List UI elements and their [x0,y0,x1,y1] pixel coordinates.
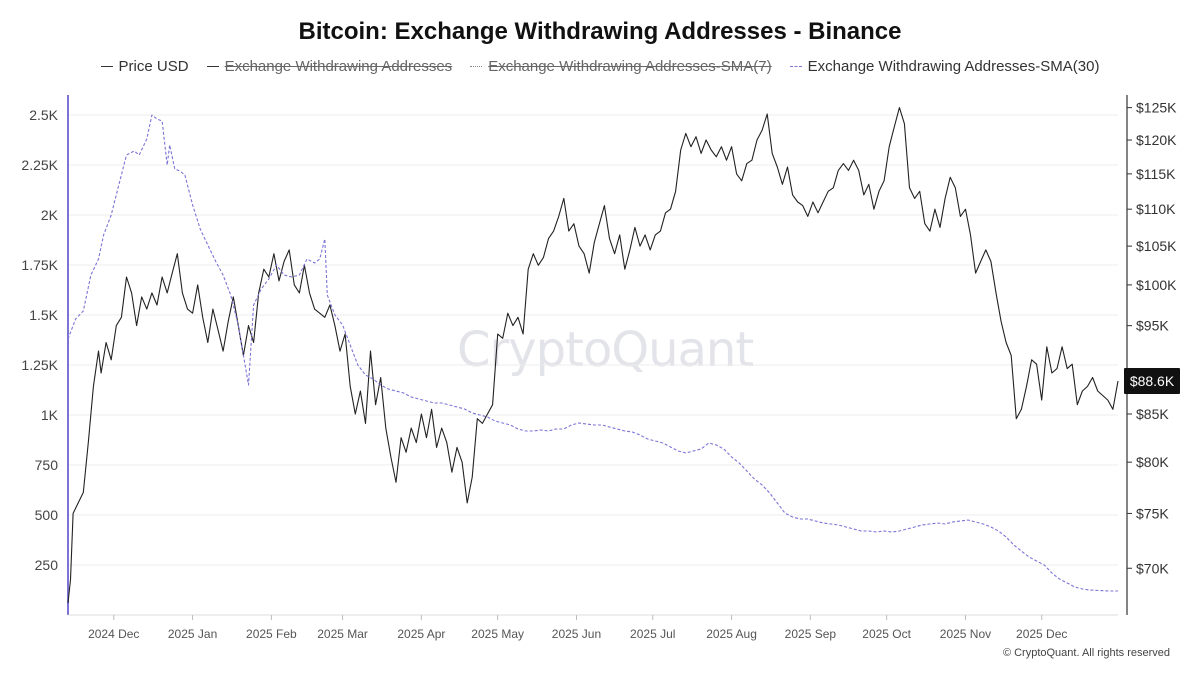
legend-item-4[interactable]: Exchange Withdrawing Addresses-SMA(30) [789,58,1100,75]
x-tick-label: 2025 Nov [940,627,991,641]
y-left-tick-label: 2K [41,207,59,223]
legend: Price USD Exchange Withdrawing Addresses E… [0,58,1200,75]
x-tick-label: 2024 Dec [88,627,139,641]
y-left-tick-label: 750 [35,457,59,473]
last-price-label: $88.6K [1130,373,1175,389]
x-tick-label: 2025 Apr [397,627,445,641]
chart-title: Bitcoin: Exchange Withdrawing Addresses … [298,18,902,45]
x-tick-label: 2025 Jan [168,627,217,641]
y-right-tick-label: $80K [1136,454,1169,470]
y-right-tick-label: $100K [1136,277,1177,293]
legend-swatch [470,66,483,67]
y-right-tick-label: $115K [1136,166,1176,182]
x-tick-label: 2025 Aug [706,627,757,641]
y-left-tick-label: 1.5K [29,307,58,323]
y-right-tick-label: $125K [1136,100,1177,116]
x-tick-label: 2025 Sep [785,627,837,641]
legend-label: Exchange Withdrawing Addresses [224,58,453,75]
y-left-tick-label: 1K [41,407,59,423]
legend-item-1[interactable]: Price USD [100,58,189,75]
x-tick-label: 2025 Feb [246,627,297,641]
y-right-tick-label: $110K [1136,201,1176,217]
x-tick-label: 2025 Dec [1016,627,1067,641]
legend-label: Exchange Withdrawing Addresses-SMA(7) [488,58,772,75]
legend-item-3[interactable]: Exchange Withdrawing Addresses-SMA(7) [470,58,772,75]
legend-swatch [100,66,113,67]
y-left-tick-label: 2.25K [21,157,58,173]
watermark: CryptoQuant [457,322,754,378]
x-tick-label: 2025 Jun [552,627,601,641]
sma30-line [67,114,1118,592]
y-left-tick-label: 250 [35,557,59,573]
x-tick-label: 2025 May [471,627,524,641]
y-right-tick-label: $70K [1136,560,1169,576]
y-right-tick-label: $95K [1136,318,1169,334]
y-left-tick-label: 1.25K [21,357,58,373]
copyright-credit: © CryptoQuant. All rights reserved [1002,647,1170,659]
y-left-tick-label: 2.5K [29,107,58,123]
price-usd-line [67,107,1119,604]
x-tick-label: 2025 Oct [862,627,911,641]
last-price-badge [1124,368,1180,395]
y-right-tick-label: $75K [1136,505,1169,521]
y-left-tick-label: 500 [35,507,59,523]
legend-label: Exchange Withdrawing Addresses-SMA(30) [807,58,1100,75]
y-right-tick-label: $85K [1136,406,1169,422]
y-right-tick-label: $120K [1136,132,1177,148]
x-tick-label: 2025 Jul [630,627,675,641]
legend-swatch [789,66,802,67]
legend-swatch [206,66,219,67]
y-left-tick-label: 1.75K [21,257,58,273]
x-tick-label: 2025 Mar [317,627,368,641]
legend-item-2[interactable]: Exchange Withdrawing Addresses [206,58,453,75]
y-right-tick-label: $105K [1136,238,1177,254]
legend-label: Price USD [118,58,189,75]
